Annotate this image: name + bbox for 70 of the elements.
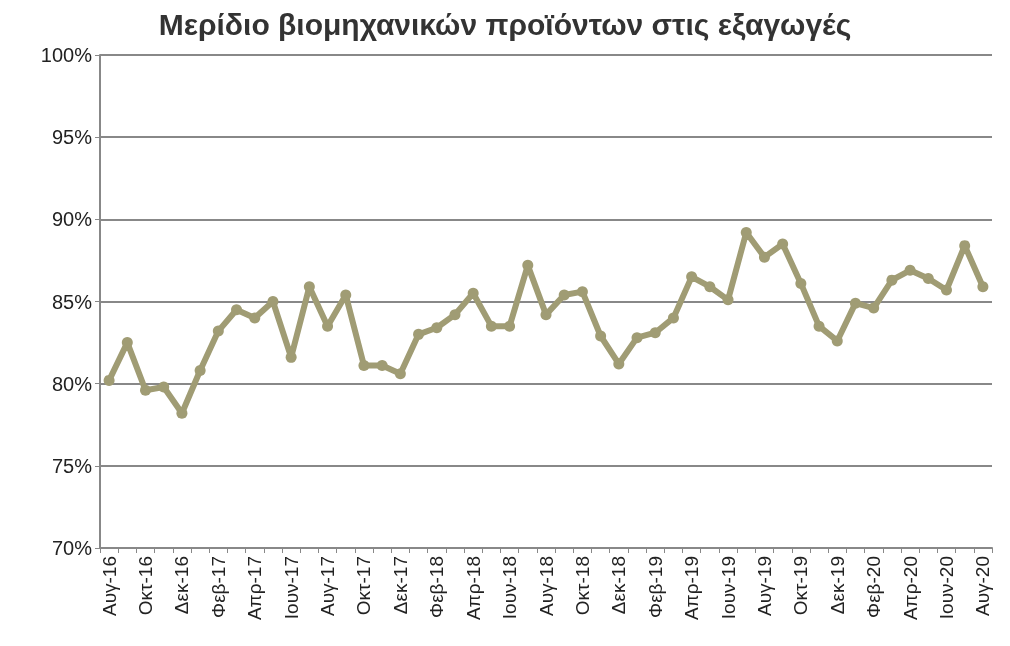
point — [504, 320, 516, 332]
x-tick-label: Δεκ-19 — [826, 556, 848, 615]
x-tick-label: Δεκ-18 — [608, 556, 630, 615]
point — [212, 325, 224, 337]
point — [485, 320, 497, 332]
point — [740, 226, 752, 238]
point — [649, 327, 661, 339]
x-tick-label: Οκτ-17 — [353, 556, 375, 616]
x-tick-label: Αυγ-20 — [972, 556, 994, 617]
x-tick-label: Ιουν-20 — [935, 556, 957, 620]
point — [758, 251, 770, 263]
x-tick-label: Φεβ-20 — [863, 556, 885, 619]
y-tick-label: 90% — [51, 208, 93, 231]
point — [449, 309, 461, 321]
x-tick-label: Απρ-18 — [462, 556, 484, 621]
y-tick-label: 80% — [51, 372, 93, 395]
chart-title: Μερίδιο βιομηχανικών προϊόντων στις εξαγωγές — [158, 7, 852, 41]
y-tick-label: 100% — [40, 44, 93, 66]
y-tick-label: 85% — [51, 290, 93, 313]
x-tick-label: Αυγ-16 — [98, 556, 120, 617]
point — [941, 284, 952, 296]
x-tick-label: Φεβ-18 — [426, 556, 448, 619]
point — [977, 281, 989, 293]
x-tick-label: Οκτ-19 — [790, 556, 812, 616]
point — [868, 302, 880, 314]
x-tick-label: Οκτ-16 — [135, 556, 157, 616]
x-tick-label: Αυγ-18 — [535, 556, 557, 617]
y-tick-label: 95% — [51, 126, 93, 149]
point — [795, 277, 807, 289]
point — [777, 238, 789, 250]
x-tick-label: Φεβ-17 — [207, 556, 229, 619]
x-tick-label: Απρ-19 — [681, 556, 703, 621]
point — [358, 360, 370, 372]
point — [667, 312, 679, 324]
x-tick-label: Ιουν-17 — [280, 556, 302, 620]
x-tick-label: Οκτ-18 — [571, 556, 593, 616]
point — [431, 322, 443, 334]
point — [595, 330, 607, 342]
point — [576, 286, 588, 298]
point — [686, 271, 698, 283]
point — [394, 368, 406, 380]
x-tick-label: Δεκ-16 — [171, 556, 193, 615]
point — [376, 360, 388, 372]
x-tick-label: Ιουν-19 — [717, 556, 739, 620]
y-tick-label: 70% — [51, 537, 93, 559]
point — [722, 294, 734, 306]
x-tick-label: Αυγ-17 — [317, 556, 339, 617]
point — [194, 365, 206, 377]
x-tick-label: Δεκ-17 — [389, 556, 411, 615]
point — [558, 289, 570, 301]
point — [922, 273, 934, 284]
point — [886, 274, 898, 286]
point — [413, 328, 425, 340]
point — [831, 335, 843, 347]
point — [904, 264, 916, 276]
y-tick-label: 75% — [51, 454, 93, 477]
x-tick-label: Φεβ-19 — [644, 556, 666, 619]
point — [813, 320, 825, 332]
point — [140, 384, 152, 396]
point — [631, 332, 643, 344]
point — [103, 374, 115, 386]
x-tick-label: Απρ-20 — [899, 556, 921, 621]
point — [849, 297, 861, 309]
x-tick-label: Απρ-17 — [244, 556, 266, 621]
point — [231, 304, 243, 316]
point — [249, 312, 261, 324]
point — [704, 281, 716, 293]
point — [158, 381, 170, 393]
x-tick-label: Ιουν-18 — [499, 556, 521, 620]
x-tick-label: Αυγ-19 — [753, 556, 775, 617]
